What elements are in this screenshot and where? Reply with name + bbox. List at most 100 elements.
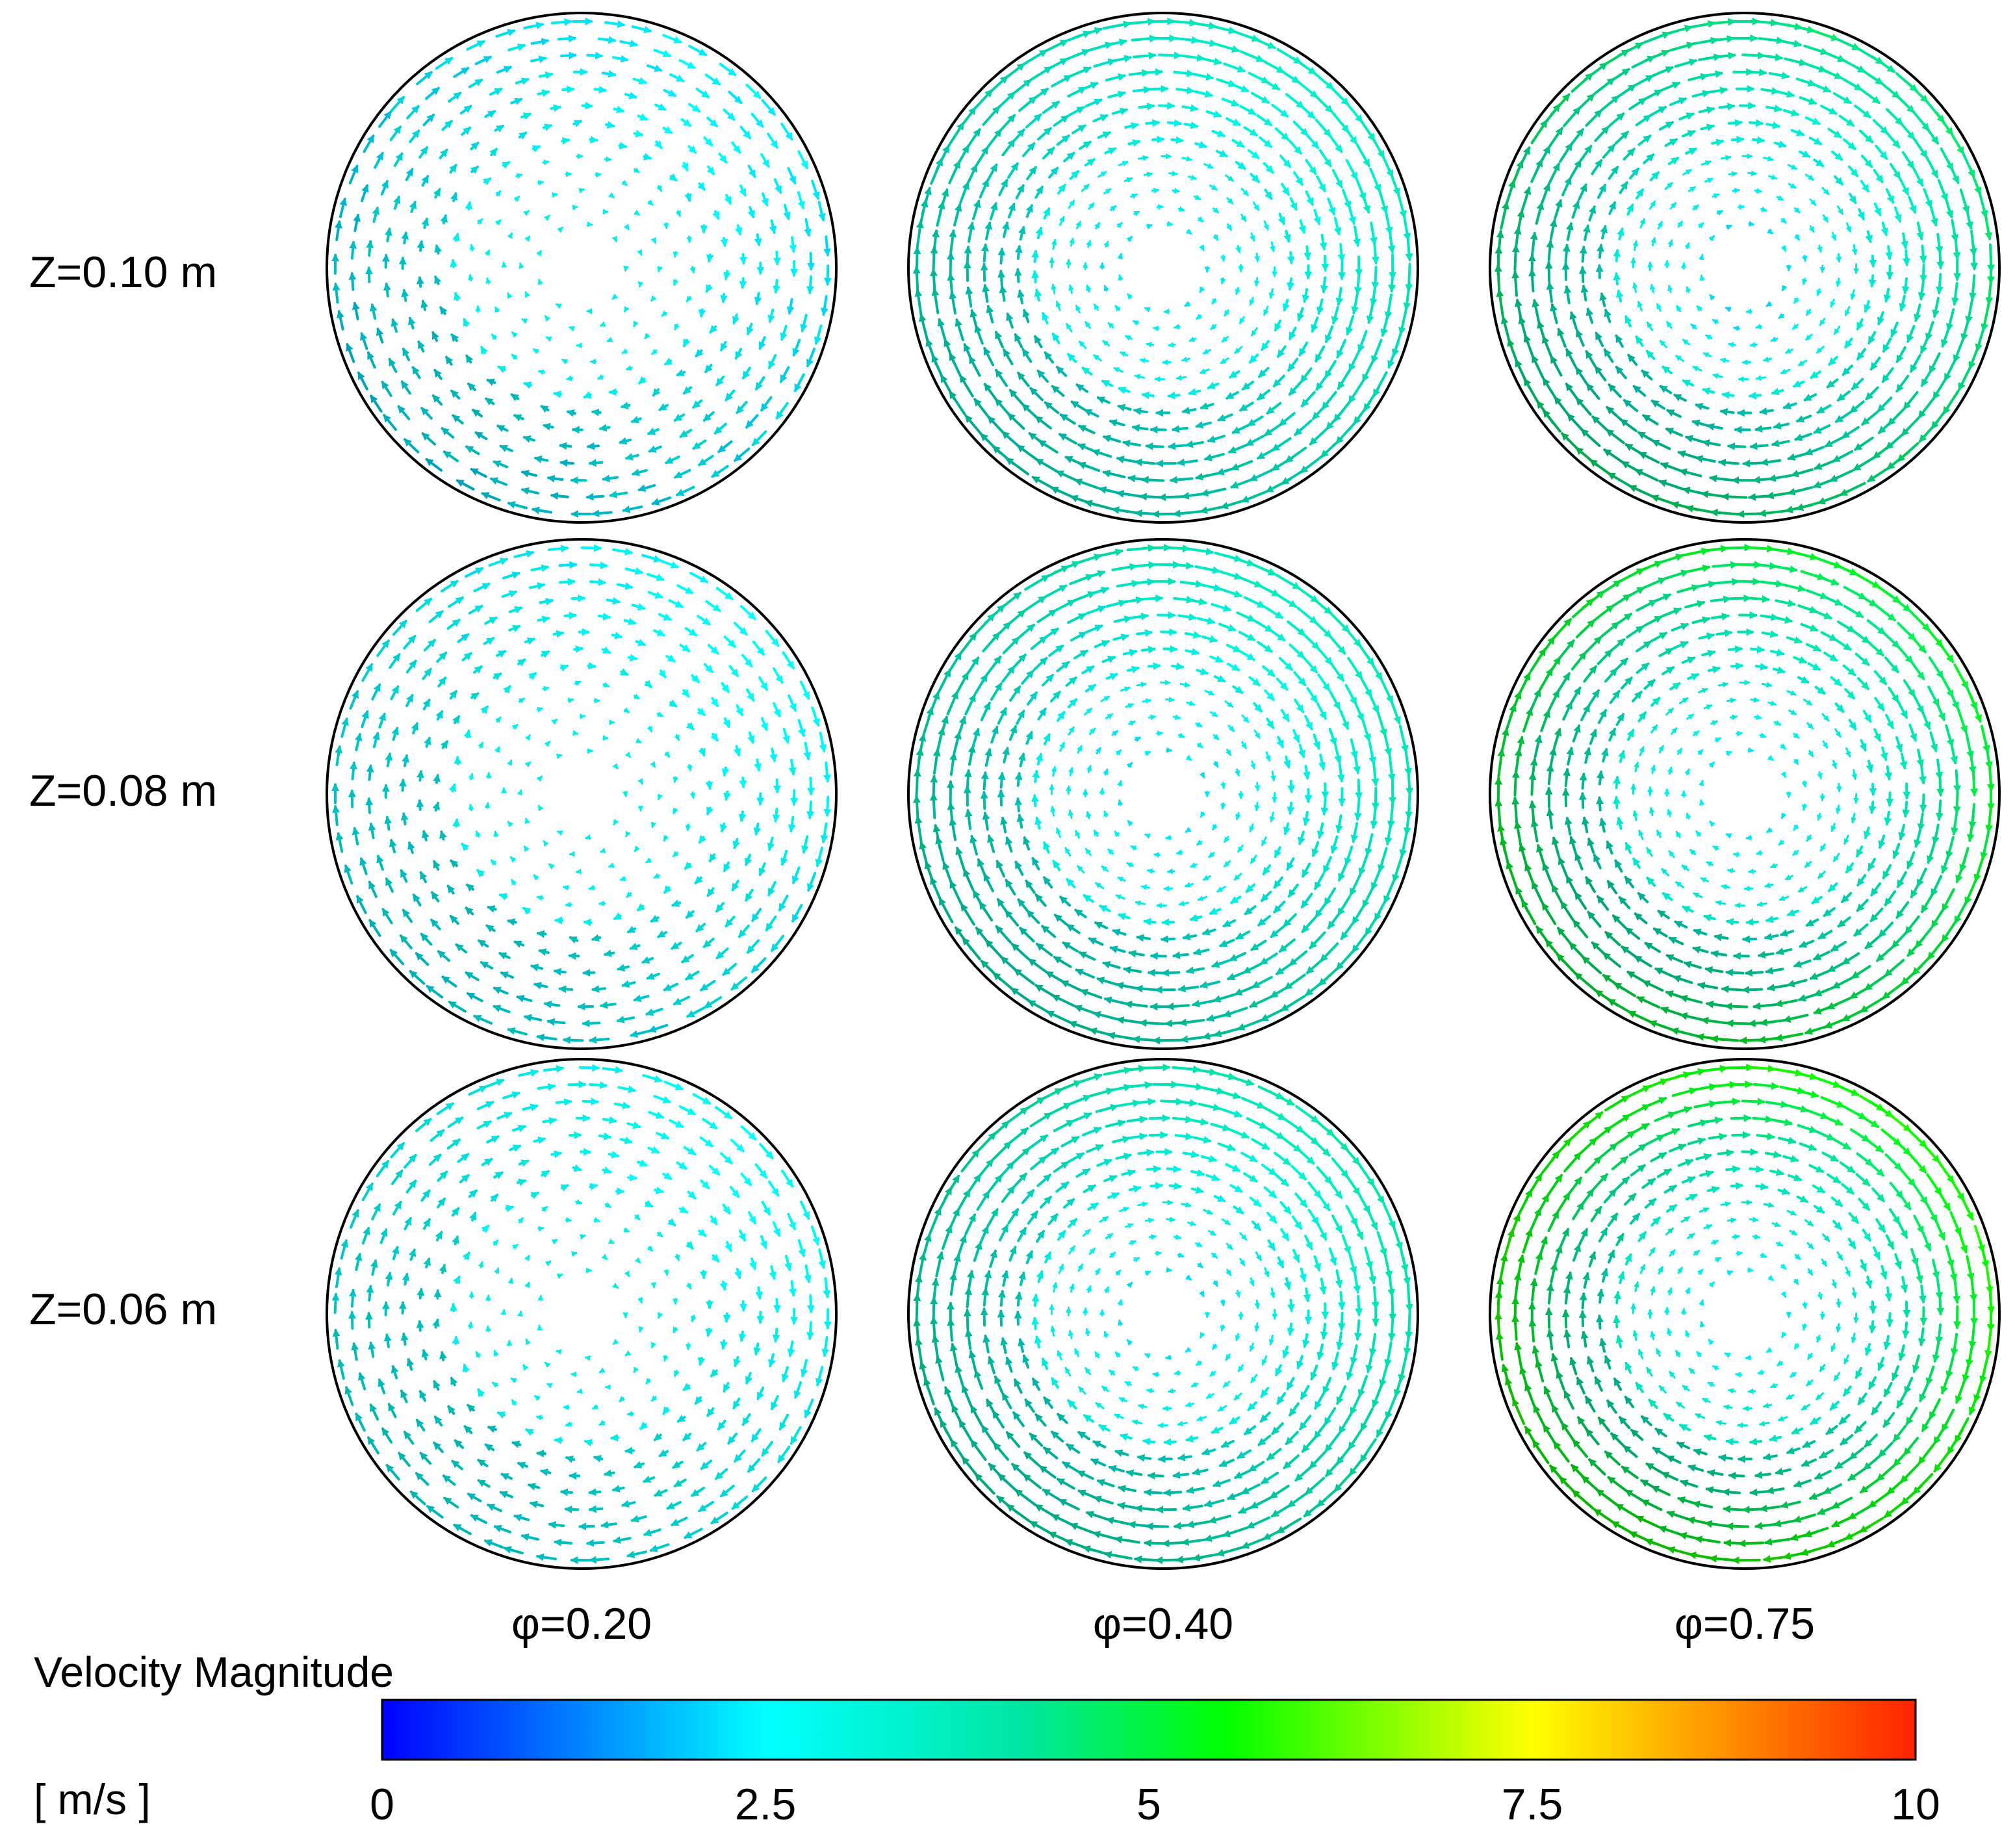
velocity-vector [1801,780,1808,788]
velocity-vector [1890,321,1899,338]
velocity-vector [792,339,801,357]
velocity-vector [1226,117,1241,126]
velocity-vector [1987,1285,1996,1315]
velocity-vector [434,275,442,285]
velocity-vector [1899,1168,1916,1187]
velocity-vector [767,308,775,324]
velocity-vector [1791,1426,1804,1435]
velocity-vector [1133,1555,1163,1563]
velocity-vector [1668,936,1684,945]
velocity-vector [1086,811,1092,819]
velocity-vector [1085,684,1096,693]
velocity-vector [612,548,634,556]
velocity-vector [1551,884,1564,906]
velocity-vector [997,771,1006,789]
velocity-vector [1109,945,1126,953]
velocity-vector [1895,901,1910,919]
velocity-vector [1223,860,1231,867]
velocity-vector [1597,244,1604,259]
velocity-vector [1117,1485,1136,1493]
velocity-vector [1837,916,1851,928]
velocity-vector [605,121,615,129]
velocity-vector [1877,417,1896,434]
velocity-vector [1585,109,1603,127]
velocity-vector [1845,1266,1851,1277]
velocity-vector [633,167,640,173]
velocity-vector [1013,1378,1023,1394]
velocity-vector [1787,164,1797,170]
velocity-vector [731,141,741,154]
velocity-vector [1665,1227,1674,1236]
velocity-vector [815,1366,824,1387]
velocity-vector [1904,915,1920,935]
velocity-vector [650,761,656,768]
velocity-vector [1767,228,1773,235]
velocity-vector [1769,648,1785,657]
velocity-vector [1853,456,1876,471]
velocity-vector [1186,966,1205,975]
velocity-vector [1697,1268,1704,1276]
velocity-vector [565,1456,576,1463]
velocity-vector [1626,728,1635,741]
velocity-vector [470,1514,487,1524]
velocity-vector [617,964,630,972]
velocity-vector [1376,1231,1387,1257]
velocity-vector [1966,815,1975,842]
velocity-vector [572,120,583,127]
velocity-vector [433,1380,441,1391]
velocity-vector [1079,82,1099,92]
velocity-vector [1748,595,1770,603]
velocity-vector [1034,893,1047,907]
velocity-vector [1881,367,1894,383]
velocity-vector [964,1287,973,1309]
velocity-vector [1041,627,1059,641]
velocity-vector [705,1328,713,1337]
velocity-vector [1031,476,1058,491]
velocity-vector [1095,882,1105,890]
velocity-vector [416,71,433,86]
velocity-vector [1240,741,1247,749]
velocity-vector [1750,645,1765,654]
velocity-vector [1745,918,1759,927]
velocity-vector [673,807,678,815]
velocity-vector [1682,379,1695,387]
velocity-vector [1162,1405,1172,1411]
velocity-vector [1547,1210,1559,1232]
velocity-vector [1968,748,1977,775]
velocity-vector [1871,1401,1882,1415]
velocity-vector [1762,1555,1792,1563]
velocity-vector [376,854,384,871]
velocity-vector [1276,1392,1287,1405]
velocity-vector [1780,1263,1787,1270]
velocity-vector [1078,951,1096,961]
velocity-vector [1932,377,1947,400]
velocity-vector [778,1413,789,1431]
velocity-vector [797,150,808,170]
velocity-vector [598,1367,606,1374]
velocity-vector [1144,1217,1155,1224]
velocity-vector [1059,895,1071,907]
velocity-vector [1723,1404,1733,1411]
velocity-vector [1804,860,1812,868]
velocity-vector [1712,318,1719,325]
velocity-vector [787,1213,797,1231]
velocity-vector [1305,956,1326,975]
velocity-vector [1816,1392,1825,1400]
velocity-vector [1542,1424,1558,1447]
velocity-vector [1953,1305,1962,1329]
velocity-vector [597,36,617,44]
velocity-vector [673,251,679,258]
velocity-vector [1002,636,1020,654]
velocity-vector [1720,1201,1731,1207]
velocity-vector [707,643,719,655]
velocity-vector [789,236,797,253]
velocity-vector [1550,1262,1558,1283]
velocity-vector [706,165,715,175]
velocity-vector [1353,699,1365,722]
velocity-vector [964,245,972,267]
velocity-vector [466,992,483,1003]
velocity-vector [1743,885,1754,892]
velocity-vector [797,191,805,209]
column-label-phi020: φ=0.20 [511,1599,652,1649]
velocity-vector [1578,791,1587,809]
